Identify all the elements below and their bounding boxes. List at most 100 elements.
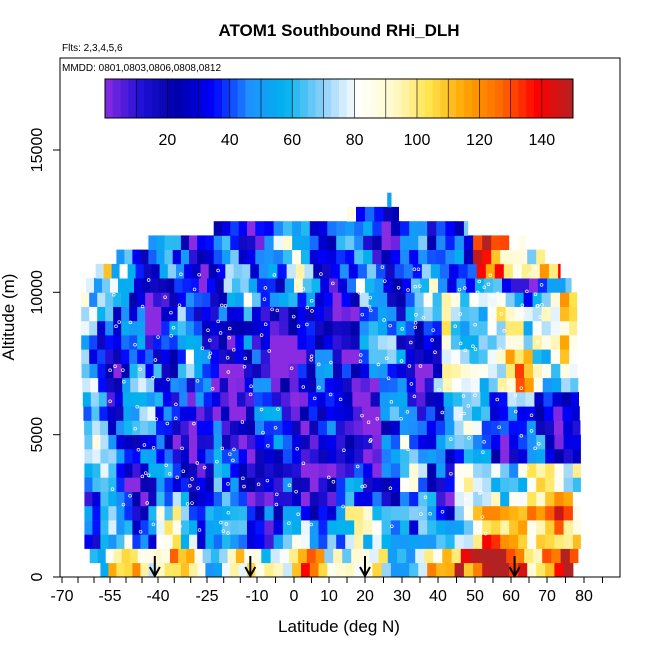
- heatmap-cell: [398, 392, 408, 407]
- heatmap-cell: [169, 335, 179, 350]
- heatmap-cell: [218, 292, 228, 307]
- heatmap-cell: [569, 548, 579, 564]
- heatmap-cell: [550, 335, 561, 350]
- heatmap-cell: [148, 505, 157, 521]
- heatmap-cell: [445, 505, 456, 521]
- heatmap-cell: [560, 363, 571, 379]
- heatmap-cell: [243, 335, 253, 350]
- heatmap-cell: [460, 320, 470, 336]
- observation-point: [497, 425, 501, 429]
- observation-point: [405, 410, 410, 414]
- heatmap-cell: [526, 420, 537, 435]
- heatmap-cell: [193, 306, 203, 322]
- heatmap-cell: [121, 306, 130, 322]
- observation-point: [461, 394, 466, 398]
- heatmap-cell: [273, 235, 284, 250]
- heatmap-cell: [387, 192, 392, 208]
- observation-point: [164, 463, 168, 468]
- heatmap-cell: [406, 548, 416, 564]
- heatmap-cell: [227, 306, 236, 322]
- heatmap-cell: [140, 562, 149, 577]
- heatmap-cell: [524, 363, 534, 379]
- heatmap-cell: [213, 221, 223, 236]
- heatmap-cell: [436, 534, 446, 549]
- heatmap-cell: [180, 448, 190, 464]
- heatmap-cell: [336, 448, 346, 464]
- heatmap-cell: [260, 335, 271, 350]
- heatmap-cell: [100, 434, 109, 450]
- heatmap-cell: [323, 306, 334, 322]
- heatmap-cell: [339, 263, 350, 279]
- heatmap-cell: [252, 363, 262, 379]
- observation-point: [242, 365, 247, 369]
- heatmap-cell: [137, 306, 146, 322]
- heatmap-cell: [396, 363, 407, 379]
- heatmap-cell: [84, 448, 93, 464]
- heatmap-cell: [280, 377, 291, 393]
- heatmap-cell: [197, 477, 206, 492]
- heatmap-cell: [363, 448, 373, 464]
- heatmap-cell: [253, 392, 264, 407]
- heatmap-cell: [523, 306, 534, 322]
- heatmap-cell: [164, 505, 174, 521]
- heatmap-cell: [342, 548, 352, 564]
- heatmap-cell: [482, 448, 492, 464]
- heatmap-cell: [570, 377, 579, 393]
- observation-point: [449, 471, 453, 476]
- heatmap-cell: [385, 263, 396, 279]
- heatmap-cell: [572, 520, 581, 535]
- x-tick-label: -25: [195, 588, 218, 605]
- heatmap-cell: [196, 420, 206, 435]
- heatmap-cell: [255, 505, 265, 521]
- heatmap-cell: [282, 562, 293, 577]
- observation-point: [520, 303, 525, 308]
- observation-point: [151, 376, 155, 380]
- observation-point: [181, 469, 186, 473]
- heatmap-cell: [472, 420, 483, 435]
- heatmap-cell: [164, 463, 174, 478]
- heatmap-cell: [509, 534, 519, 549]
- heatmap-cell: [508, 420, 519, 435]
- heatmap-cell: [415, 363, 425, 379]
- heatmap-cell: [435, 406, 445, 421]
- heatmap-cell: [336, 534, 346, 549]
- observation-point: [462, 411, 466, 416]
- heatmap-cell: [205, 534, 215, 549]
- heatmap-cell: [247, 235, 256, 250]
- heatmap-cell: [336, 434, 346, 450]
- heatmap-cell: [442, 363, 452, 379]
- heatmap-cell: [514, 292, 525, 307]
- heatmap-cell: [408, 406, 418, 421]
- heatmap-cell: [233, 263, 243, 279]
- heatmap-cell: [292, 505, 302, 521]
- observation-point: [216, 268, 220, 273]
- heatmap-cell: [161, 548, 171, 564]
- latitude-marker-arrow: [148, 556, 161, 579]
- heatmap-cell: [545, 505, 555, 521]
- heatmap-cell: [569, 363, 578, 379]
- heatmap-cell: [92, 463, 101, 478]
- heatmap-cell: [95, 263, 105, 279]
- colorbar-segment: [323, 79, 332, 118]
- heatmap-cell: [417, 406, 427, 421]
- heatmap-cell: [424, 377, 435, 393]
- observation-point: [529, 429, 534, 433]
- heatmap-cell: [363, 491, 373, 507]
- heatmap-cell: [292, 448, 302, 464]
- heatmap-cell: [563, 477, 574, 492]
- observation-point: [263, 322, 268, 327]
- heatmap-cell: [90, 377, 99, 393]
- heatmap-cell: [497, 548, 507, 564]
- heatmap-cell: [315, 306, 325, 322]
- heatmap-cell: [518, 534, 528, 549]
- heatmap-cell: [238, 520, 248, 535]
- heatmap-cell: [463, 477, 474, 492]
- heatmap-cell: [282, 221, 293, 236]
- observation-point: [270, 307, 274, 312]
- heatmap-cell: [269, 349, 280, 364]
- heatmap-cell: [164, 448, 174, 464]
- heatmap-cell: [491, 491, 501, 507]
- heatmap-cell: [354, 463, 364, 478]
- heatmap-cell: [518, 235, 526, 250]
- heatmap-cell: [563, 562, 574, 577]
